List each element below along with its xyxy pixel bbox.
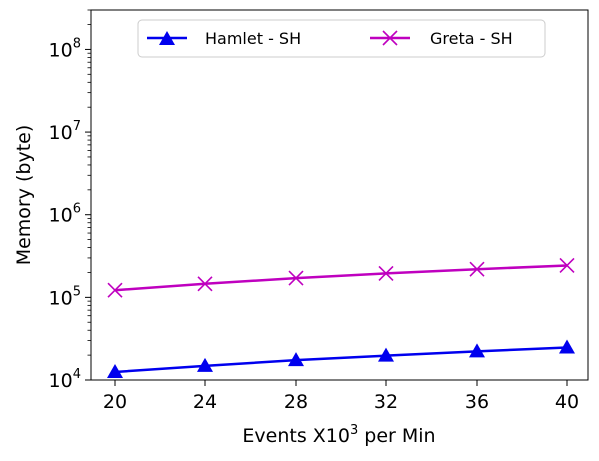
series-layer xyxy=(107,257,575,378)
legend-triangle-marker-icon xyxy=(159,31,175,45)
legend-box xyxy=(137,19,546,58)
data-point-triangle xyxy=(288,352,304,367)
plot-area xyxy=(90,9,589,381)
data-point-x xyxy=(559,257,575,274)
data-point-x xyxy=(378,265,394,281)
legend: Hamlet - SH Greta - SH xyxy=(137,19,546,58)
legend-label-hamlet: Hamlet - SH xyxy=(205,29,301,48)
data-point-x xyxy=(288,270,304,286)
x-tick-label: 40 xyxy=(555,391,579,413)
series-hamlet xyxy=(107,339,575,378)
x-tick-label: 28 xyxy=(284,391,308,413)
y-axis-ticks: 104 105 106 107 108 xyxy=(49,36,91,392)
x-tick-label: 36 xyxy=(465,391,489,413)
y-tick-label: 104 xyxy=(49,367,81,392)
x-axis-title: Events X103 per Min xyxy=(242,423,435,447)
x-axis-ticks: 20 24 28 32 36 40 xyxy=(103,380,579,413)
data-point-triangle xyxy=(197,357,213,372)
legend-x-marker-icon xyxy=(382,30,398,46)
data-point-x xyxy=(107,282,123,298)
data-point-x xyxy=(197,276,213,292)
series-line xyxy=(114,346,568,374)
data-point-triangle xyxy=(378,347,394,362)
data-point-triangle xyxy=(559,339,575,354)
x-tick-label: 32 xyxy=(374,391,398,413)
y-minor-ticks xyxy=(87,9,91,356)
series-line xyxy=(114,264,568,292)
y-tick-label: 107 xyxy=(49,119,81,144)
y-axis-title: Memory (byte) xyxy=(13,125,35,266)
data-point-triangle xyxy=(107,363,123,378)
data-point-x xyxy=(469,261,485,277)
y-tick-label: 108 xyxy=(49,36,81,61)
data-point-triangle xyxy=(469,343,485,358)
series-greta xyxy=(107,257,575,298)
legend-label-greta: Greta - SH xyxy=(430,29,513,48)
x-tick-label: 20 xyxy=(103,391,127,413)
y-tick-label: 106 xyxy=(49,202,81,227)
x-tick-label: 24 xyxy=(193,391,217,413)
y-tick-label: 105 xyxy=(49,284,81,309)
